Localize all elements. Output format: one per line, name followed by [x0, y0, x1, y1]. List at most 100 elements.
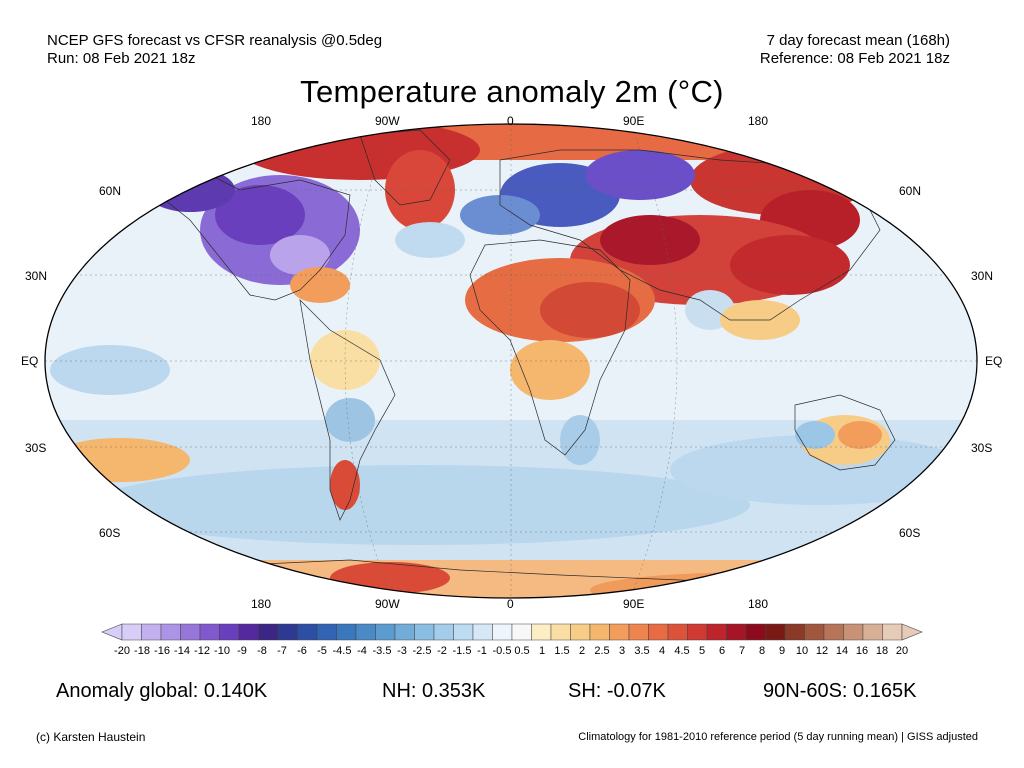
lon-label-top-180e: 180	[748, 114, 769, 128]
colorbar-tick-label: 4.5	[674, 645, 690, 657]
colorbar-bin	[121, 623, 142, 641]
colorbar-bin	[843, 623, 864, 641]
colorbar-tick-label: -14	[174, 645, 190, 657]
colorbar-tick-label: 4	[658, 645, 666, 657]
colorbar-bin	[375, 623, 396, 641]
colorbar-tick-label: -1.5	[452, 645, 472, 657]
colorbar-bin	[511, 623, 532, 641]
colorbar-bin	[277, 623, 298, 641]
lon-label-top-90e: 90E	[623, 114, 645, 128]
colorbar-bin	[492, 623, 513, 641]
lon-label-bottom-0: 0	[507, 597, 514, 611]
colorbar-tick-label: 14	[835, 645, 849, 657]
colorbar-bin	[570, 623, 591, 641]
colorbar-bin	[531, 623, 552, 641]
colorbar-tick-label: -7	[277, 645, 287, 657]
colorbar-tick-label: -3	[397, 645, 407, 657]
stat-nh: NH: 0.353K	[382, 680, 486, 702]
colorbar-tick-label: -16	[154, 645, 170, 657]
colorbar-tick-label: 2	[578, 645, 586, 657]
lat-label-left-60s: 60S	[99, 526, 121, 540]
colorbar-min-arrow	[101, 623, 123, 641]
colorbar-bin	[414, 623, 435, 641]
colorbar-tick-label: 1	[538, 645, 546, 657]
header-right: 7 day forecast mean (168h) Reference: 08…	[760, 32, 950, 68]
colorbar-tick-label: -18	[134, 645, 150, 657]
colorbar-bin	[141, 623, 162, 641]
anomaly-field	[45, 124, 977, 598]
colorbar-tick-label: -6	[297, 645, 307, 657]
colorbar-tick-label: 12	[815, 645, 829, 657]
colorbar-bin	[862, 623, 883, 641]
colorbar-tick-label: -9	[237, 645, 247, 657]
stat-global: Anomaly global: 0.140K	[56, 680, 268, 702]
reference-time: Reference: 08 Feb 2021 18z	[759, 50, 950, 67]
colorbar-bin	[765, 623, 786, 641]
copyright: (c) Karsten Haustein	[36, 730, 146, 744]
colorbar-tick-label: 8	[758, 645, 766, 657]
colorbar-tick-labels: -20 -18 -16 -14 -12 -10 -9 -8 -7 -6 -5 -4.5 -4 -3.5 -3…	[0, 645, 1024, 661]
colorbar-tick-label: 10	[795, 645, 809, 657]
colorbar-bin	[628, 623, 649, 641]
lon-label-bottom-90e: 90E	[623, 597, 645, 611]
colorbar-bin	[667, 623, 688, 641]
colorbar-bin	[355, 623, 376, 641]
colorbar-tick-label: 3.5	[634, 645, 650, 657]
colorbar-bin	[882, 623, 903, 641]
lon-label-bottom-180e: 180	[748, 597, 769, 611]
colorbar-bin	[258, 623, 279, 641]
colorbar-tick-label: 20	[895, 645, 909, 657]
colorbar-bin	[804, 623, 825, 641]
colorbar-bin	[297, 623, 318, 641]
colorbar-tick-label: -1	[477, 645, 487, 657]
lon-label-bottom-90w: 90W	[375, 597, 400, 611]
lat-label-right-eq: EQ	[985, 354, 1003, 368]
colorbar-bin	[433, 623, 454, 641]
climatology-note: Climatology for 1981-2010 reference peri…	[578, 731, 978, 743]
stat-90n-60s: 90N-60S: 0.165K	[763, 680, 917, 702]
colorbar-tick-label: -5	[317, 645, 327, 657]
lat-label-left-60n: 60N	[99, 184, 122, 198]
colorbar-bin	[180, 623, 201, 641]
colorbar-tick-label: -3.5	[372, 645, 392, 657]
colorbar-bin	[687, 623, 708, 641]
colorbar-bin	[589, 623, 610, 641]
lat-label-right-30s: 30S	[971, 441, 993, 455]
colorbar-bin	[784, 623, 805, 641]
colorbar	[101, 623, 923, 641]
colorbar-tick-label: 16	[855, 645, 869, 657]
map-title: Temperature anomaly 2m (°C)	[300, 74, 724, 109]
graticule	[45, 124, 977, 598]
colorbar-tick-label: -4.5	[332, 645, 352, 657]
colorbar-bin	[472, 623, 493, 641]
lat-label-left-30n: 30N	[25, 269, 48, 283]
colorbar-bin	[745, 623, 766, 641]
colorbar-tick-label: -2.5	[412, 645, 432, 657]
colorbar-tick-label: 5	[698, 645, 706, 657]
colorbar-tick-label: -8	[257, 645, 267, 657]
colorbar-tick-label: -12	[194, 645, 210, 657]
colorbar-bin	[726, 623, 747, 641]
lon-label-top-90w: 90W	[375, 114, 400, 128]
colorbar-bin	[823, 623, 844, 641]
colorbar-tick-label: 0.5	[514, 645, 530, 657]
lat-label-right-30n: 30N	[971, 269, 994, 283]
lon-label-bottom-180w: 180	[251, 597, 272, 611]
colorbar-bin	[160, 623, 181, 641]
colorbar-bin	[706, 623, 727, 641]
anomaly-stats: Anomaly global: 0.140K NH: 0.353K SH: -0…	[0, 680, 1024, 704]
lon-label-top-0: 0	[507, 114, 514, 128]
colorbar-bin	[609, 623, 630, 641]
colorbar-bin	[550, 623, 571, 641]
colorbar-bin	[453, 623, 474, 641]
colorbar-tick-label: 2.5	[594, 645, 610, 657]
colorbar-tick-label: 7	[738, 645, 746, 657]
colorbar-tick-label: 3	[618, 645, 626, 657]
colorbar-tick-label: 6	[718, 645, 726, 657]
header-left: NCEP GFS forecast vs CFSR reanalysis @0.…	[47, 32, 382, 68]
coastlines	[149, 129, 901, 591]
colorbar-bin	[219, 623, 240, 641]
lat-label-right-60s: 60S	[899, 526, 921, 540]
colorbar-tick-label: -20	[114, 645, 130, 657]
